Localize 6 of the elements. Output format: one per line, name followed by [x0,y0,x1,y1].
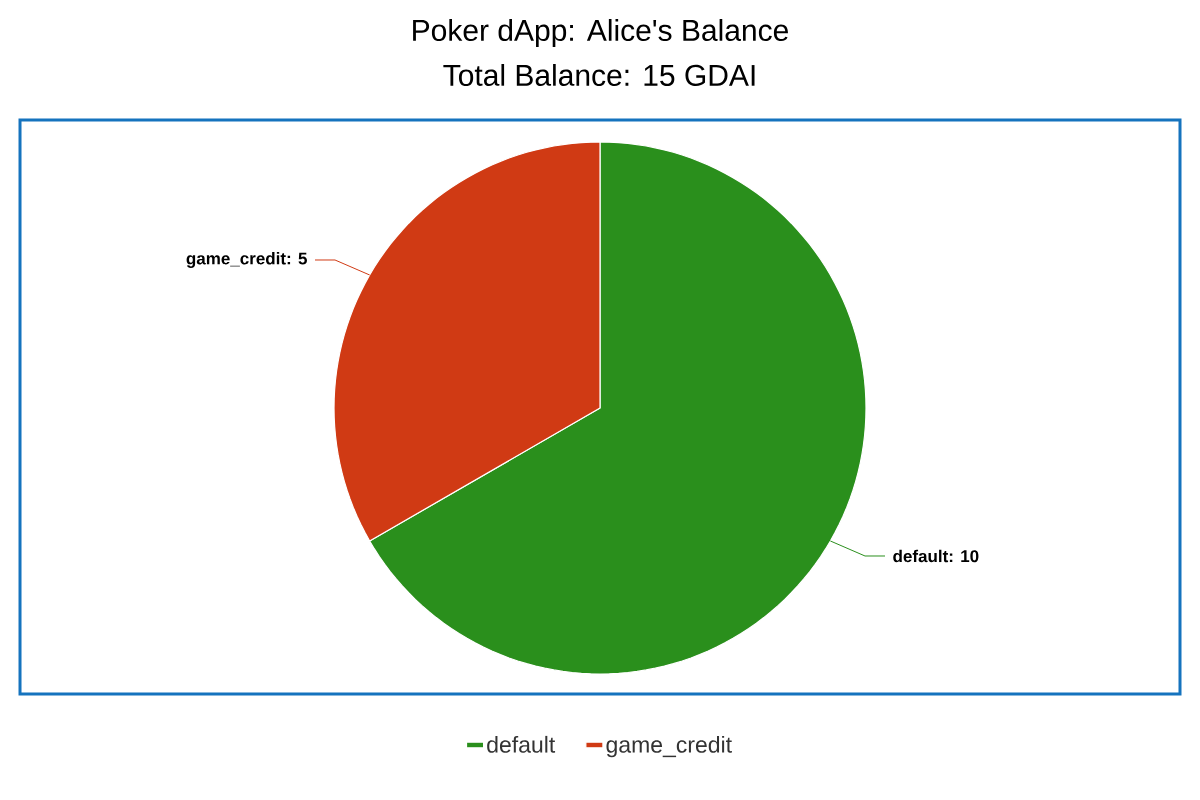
chart-title: Poker dApp: Alice's Balance [413,19,788,47]
chart-subtitle: Total Balance: 15 GDAI [443,63,755,87]
legend-label: default [487,735,556,753]
data-label: default: 10 [893,549,979,563]
legend-label: game_credit [606,735,732,758]
data-label: game_credit: 5 [186,252,307,268]
